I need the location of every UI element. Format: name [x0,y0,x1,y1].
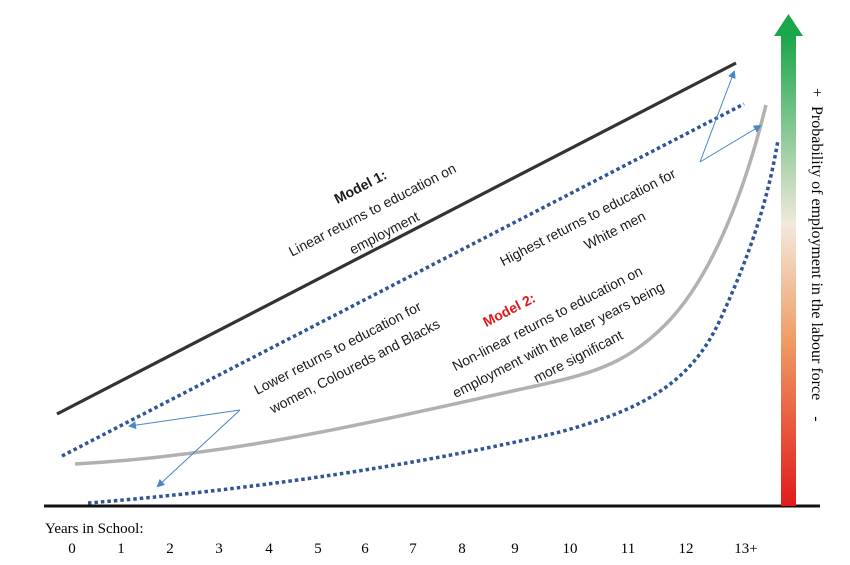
model1-label: Model 1: Linear returns to education on … [286,160,459,260]
x-axis-tick-label: 8 [458,541,466,557]
x-axis-tick-label: 10 [563,541,578,557]
arrow-to-linear-line [699,70,736,163]
lower-returns-label: Lower returns to education for women, Co… [251,298,442,417]
lower-returns-dotted-curve [87,139,780,505]
x-axis-tick-label: 3 [215,541,223,557]
y-axis-label: Probability of employment in the labour … [808,106,825,400]
arrow-to-curve-top [699,124,762,163]
y-axis-plus: + [808,88,825,97]
x-axis-tick-label: 13+ [734,541,757,557]
x-axis-tick-label: 1 [117,541,125,557]
arrow-to-lower-dotted [156,409,241,488]
x-axis-tick-label: 6 [361,541,369,557]
x-axis-title: Years in School: [45,521,143,537]
highest-returns-label: Highest returns to education for White m… [497,165,678,269]
x-axis-tick-label: 11 [621,541,635,557]
y-axis-label-group: + Probability of employment in the labou… [808,88,825,422]
probability-gradient-bar [781,36,796,506]
x-axis-tick-label: 0 [68,541,76,557]
y-axis-minus: - [808,416,825,421]
svg-text:+ Probability of employm: + Probability of employment in the labou… [808,88,825,422]
x-axis-tick-label: 5 [314,541,322,557]
x-axis-tick-label: 9 [511,541,519,557]
model2-label: Model 2: Non-linear returns to education… [449,263,666,401]
x-axis-tick-label: 2 [166,541,174,557]
arrow-to-upper-dotted [128,409,241,430]
x-axis-tick-label: 4 [265,541,273,557]
probability-arrow-head [774,14,803,36]
x-axis-tick-label: 7 [409,541,417,557]
model1-linear-line [56,61,737,416]
x-axis-tick-label: 12 [679,541,694,557]
white-men-dotted-line [61,102,745,458]
x-axis-tick-labels: 0 1 2 3 4 5 6 7 8 9 10 11 12 13+ [68,541,757,557]
model2-nonlinear-curve [74,104,768,466]
